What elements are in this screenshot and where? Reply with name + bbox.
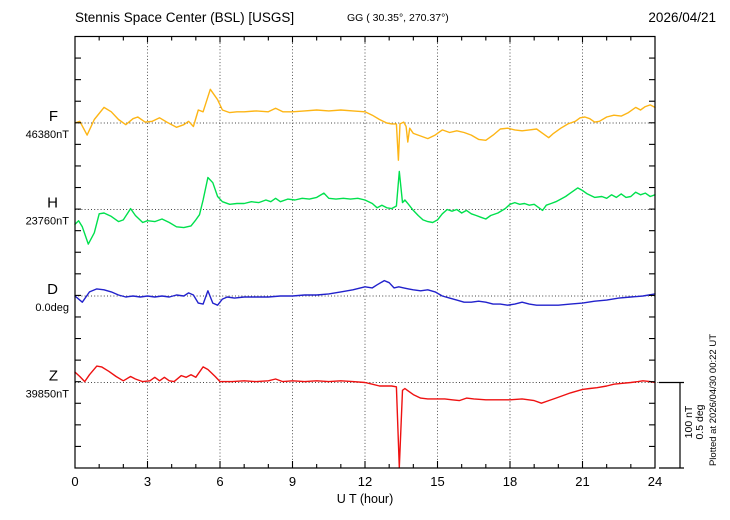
scale-bar: 100 nT 0.5 deg (659, 381, 706, 469)
trace-D (74, 279, 656, 306)
series-labels: F 46380nT H 23760nT D 0.0deg Z 39850nT (26, 108, 70, 401)
trace-Z (74, 365, 656, 469)
scale-bar-label-deg: 0.5 deg (694, 404, 706, 439)
scale-bar-label-nt: 100 nT (683, 405, 695, 438)
hour-label-9: 9 (289, 474, 296, 489)
hour-label-0: 0 (71, 474, 78, 489)
trace-F (74, 88, 656, 161)
series-baseline-value-F: 46380nT (26, 129, 70, 141)
gridlines (147, 36, 583, 468)
x-axis-title: U T (hour) (337, 492, 394, 506)
hour-label-24: 24 (648, 474, 662, 489)
series-letter-Z: Z (49, 368, 58, 385)
series-baseline-value-Z: 39850nT (26, 389, 70, 401)
station-title: Stennis Space Center (BSL) [USGS] (75, 10, 294, 25)
traces (74, 88, 656, 469)
plotted-at-note: Plotted at 2026/04/30 00:22 UT (708, 334, 719, 466)
series-baseline-value-H: 23760nT (26, 216, 70, 228)
series-letter-F: F (49, 108, 58, 125)
axis-ticks (75, 36, 655, 468)
x-tick-labels: 0 3 6 9 12 15 18 21 24 (71, 474, 662, 489)
hour-label-3: 3 (144, 474, 151, 489)
date-label: 2026/04/21 (648, 10, 716, 25)
trace-baselines (75, 122, 684, 383)
trace-H (74, 170, 656, 245)
geo-coords-label: GG ( 30.35°, 270.37°) (347, 12, 449, 24)
series-baseline-value-D: 0.0deg (35, 302, 69, 314)
hour-label-6: 6 (216, 474, 223, 489)
hour-label-21: 21 (575, 474, 589, 489)
series-letter-H: H (47, 195, 58, 212)
series-letter-D: D (47, 281, 58, 298)
hour-label-12: 12 (358, 474, 372, 489)
hour-label-18: 18 (503, 474, 517, 489)
hour-label-15: 15 (430, 474, 444, 489)
